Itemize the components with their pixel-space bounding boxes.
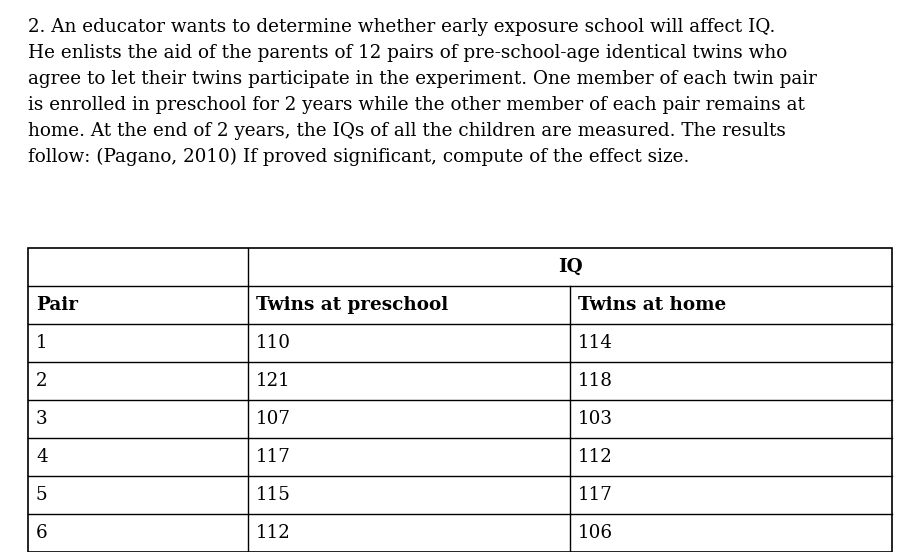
Text: is enrolled in preschool for 2 years while the other member of each pair remains: is enrolled in preschool for 2 years whi… [28, 96, 804, 114]
Text: Pair: Pair [36, 296, 78, 314]
Text: 3: 3 [36, 410, 48, 428]
Text: 117: 117 [255, 448, 290, 466]
Text: 103: 103 [577, 410, 612, 428]
Text: Twins at home: Twins at home [577, 296, 725, 314]
Text: home. At the end of 2 years, the IQs of all the children are measured. The resul: home. At the end of 2 years, the IQs of … [28, 122, 785, 140]
Text: 4: 4 [36, 448, 48, 466]
Text: follow: (Pagano, 2010) If proved significant, compute of the effect size.: follow: (Pagano, 2010) If proved signifi… [28, 148, 688, 166]
Text: 121: 121 [255, 372, 290, 390]
Text: 112: 112 [255, 524, 290, 542]
Text: 112: 112 [577, 448, 612, 466]
Text: He enlists the aid of the parents of 12 pairs of pre-school-age identical twins : He enlists the aid of the parents of 12 … [28, 44, 787, 62]
Text: 114: 114 [577, 334, 612, 352]
Text: 1: 1 [36, 334, 48, 352]
Text: 5: 5 [36, 486, 48, 504]
Bar [28, 248, 891, 552]
Text: 107: 107 [255, 410, 290, 428]
Text: Twins at preschool: Twins at preschool [255, 296, 448, 314]
Text: 2: 2 [36, 372, 48, 390]
Text: 117: 117 [577, 486, 612, 504]
Text: 115: 115 [255, 486, 290, 504]
Text: agree to let their twins participate in the experiment. One member of each twin : agree to let their twins participate in … [28, 70, 816, 88]
Text: 6: 6 [36, 524, 48, 542]
Text: 106: 106 [577, 524, 612, 542]
Text: IQ: IQ [557, 258, 582, 276]
Text: 2. An educator wants to determine whether early exposure school will affect IQ.: 2. An educator wants to determine whethe… [28, 18, 775, 36]
Text: 118: 118 [577, 372, 612, 390]
Text: 110: 110 [255, 334, 290, 352]
